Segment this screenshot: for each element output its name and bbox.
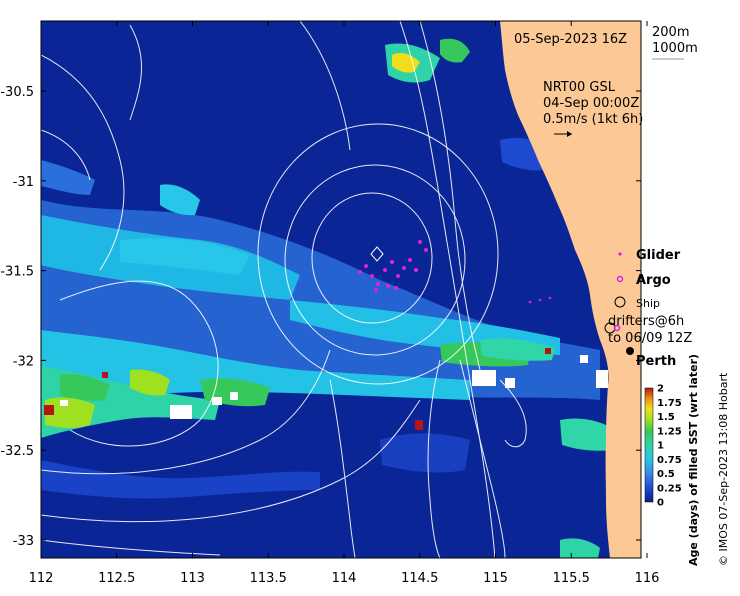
lat-tick-label: -33: [13, 534, 34, 549]
argo-legend-icon: [616, 275, 624, 283]
credit-label: © IMOS 07-Sep-2023 13:08 Hobart: [717, 372, 730, 566]
date-label: 05-Sep-2023 16Z: [514, 32, 627, 47]
perth-marker: [626, 347, 634, 355]
legend-argo: Argo: [636, 273, 671, 288]
legend-glider: Glider: [636, 248, 681, 263]
sst-age-patches: [41, 38, 615, 558]
old-sst-specks: [44, 348, 551, 430]
lon-tick-label: 115.5: [553, 571, 590, 586]
colorbar-tick-label: 0.75: [657, 455, 682, 466]
lon-tick-label: 114: [332, 571, 357, 586]
glider-track: [358, 240, 552, 304]
lon-tick-label: 112: [29, 571, 54, 586]
latitude-axis: -30.5 -31 -31.5 -32 -32.5 -33: [0, 85, 641, 549]
lat-tick-label: -31: [13, 175, 34, 190]
legend-drifters-line1: drifters@6h: [608, 314, 684, 329]
colorbar-tick-label: 1: [657, 441, 664, 452]
current-scale-label: 0.5m/s (1kt 6h): [543, 112, 643, 127]
sea-level-contours: [41, 21, 527, 558]
lat-tick-label: -31.5: [0, 265, 34, 280]
lon-tick-label: 112.5: [98, 571, 135, 586]
lon-tick-label: 114.5: [401, 571, 438, 586]
lon-tick-label: 113.5: [250, 571, 287, 586]
colorbar-tick-label: 1.5: [657, 412, 675, 423]
colorbar: 0 0.25 0.5 0.75 1 1.25 1.5 1.75 2: [644, 384, 682, 509]
glider-marker-diamond: [370, 246, 384, 262]
depth-label-1000m: 1000m: [652, 41, 698, 56]
perth-label: Perth: [636, 354, 676, 369]
colorbar-tick-label: 2: [657, 384, 664, 395]
colorbar-tick-label: 0: [657, 498, 664, 509]
colorbar-tick-label: 1.75: [657, 398, 682, 409]
lat-tick-label: -32: [13, 354, 34, 369]
longitude-axis: 112 112.5 113 113.5 114 114.5 115 115.5 116: [29, 21, 660, 586]
colorbar-tick-label: 0.25: [657, 483, 682, 494]
land-western-australia: [500, 21, 641, 558]
colorbar-tick-label: 0.5: [657, 469, 675, 480]
lon-tick-label: 116: [635, 571, 660, 586]
current-scale-arrow-icon: [554, 131, 572, 137]
lat-tick-label: -32.5: [0, 444, 34, 459]
lon-tick-label: 115: [483, 571, 508, 586]
map-plot-area: [41, 21, 641, 558]
lat-tick-label: -30.5: [0, 85, 34, 100]
current-time-label: 04-Sep 00:00Z: [543, 96, 639, 111]
depth-label-200m: 200m: [652, 25, 689, 40]
colorbar-gradient: [644, 387, 654, 503]
legend-ship: Ship: [636, 297, 660, 310]
plot-frame: [40, 20, 642, 559]
colorbar-tick-label: 1.25: [657, 426, 682, 437]
colorbar-ticks: 0 0.25 0.5 0.75 1 1.25 1.5 1.75 2: [657, 384, 682, 509]
argo-position-marker: [613, 324, 621, 332]
glider-legend-icon: [618, 252, 622, 256]
ship-legend-icon: [614, 296, 626, 308]
colorbar-title: Age (days) of filled SST (wrt later): [687, 354, 700, 566]
legend-drifters-line2: to 06/09 12Z: [608, 331, 692, 346]
no-data-specks: [60, 355, 608, 419]
lon-tick-label: 113: [180, 571, 205, 586]
current-source-label: NRT00 GSL: [543, 80, 616, 95]
